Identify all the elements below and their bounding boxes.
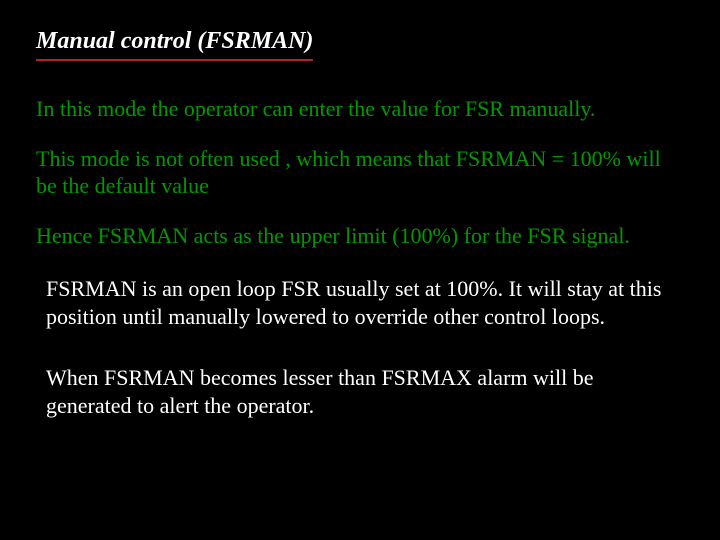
paragraph: Hence FSRMAN acts as the upper limit (10…	[36, 222, 684, 250]
paragraph: In this mode the operator can enter the …	[36, 95, 684, 123]
title-block: Manual control (FSRMAN)	[36, 28, 313, 61]
paragraph: When FSRMAN becomes lesser than FSRMAX a…	[36, 364, 684, 419]
slide-title: Manual control (FSRMAN)	[36, 28, 313, 55]
slide-container: Manual control (FSRMAN) In this mode the…	[0, 0, 720, 540]
paragraph: This mode is not often used , which mean…	[36, 145, 684, 200]
title-underline	[36, 59, 313, 61]
paragraph: FSRMAN is an open loop FSR usually set a…	[36, 275, 684, 330]
